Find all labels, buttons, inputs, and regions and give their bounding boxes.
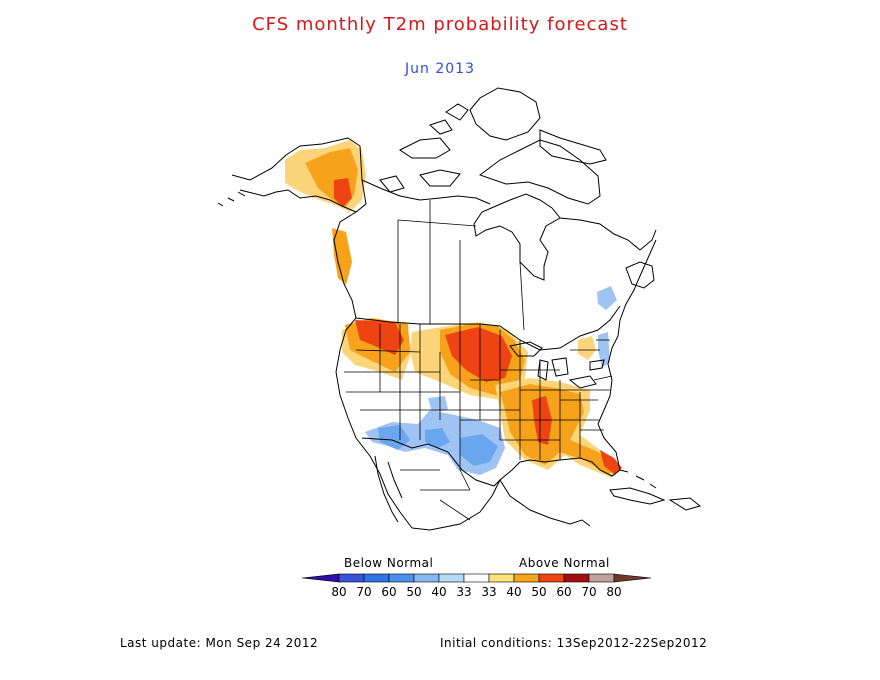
legend-tick-label: 50 [531,585,546,599]
hudson-bay [473,193,561,281]
legend-below-label: Below Normal [344,556,434,570]
state-line [439,499,471,521]
map-subtitle: Jun 2013 [405,61,475,77]
legend-tick-label: 80 [331,585,346,599]
legend-swatch [363,573,390,583]
legend-tick-label: 60 [381,585,396,599]
state-line [593,375,613,381]
state-province-boundaries [344,200,613,521]
legend-tick-label: 50 [406,585,421,599]
legend-swatch [438,573,465,583]
hispaniola [668,497,702,511]
tx-below-50 [460,434,498,466]
baja-coast [374,455,403,523]
legend-tick-label: 80 [606,585,621,599]
central-america [499,479,591,527]
legend-swatch [338,573,365,583]
greenland [539,129,607,165]
legend-tick-label: 70 [581,585,596,599]
cuba [609,487,666,505]
legend-swatch [613,573,652,583]
legend-tick-label: 40 [431,585,446,599]
legend-tick-label: 40 [506,585,521,599]
legend-swatch [463,573,490,583]
plains-above-60 [445,327,512,382]
us-mexico-border [361,437,501,487]
gulf-coast [519,423,621,477]
legend-swatch [488,573,515,583]
newfoundland [625,261,655,289]
state-line [355,349,421,353]
ne-coast-below-40 [598,332,610,368]
last-update-text: Last update: Mon Sep 24 2012 [120,636,319,650]
probability-map [217,87,702,531]
atlantic-coast [597,239,657,425]
arctic-coast [361,179,491,205]
bc-coast-above [332,228,352,285]
ellesmere-island [469,87,541,141]
legend-tick-label: 33 [481,585,496,599]
legend-colorbar: 80 70 60 50 40 33 33 40 50 60 70 80 [301,573,652,599]
legend-swatch [388,573,415,583]
arctic-islands [379,103,469,193]
baffin-island [478,139,601,205]
legend-swatch [588,573,615,583]
legend-tick-label: 60 [556,585,571,599]
legend-swatch [301,573,340,583]
initial-conditions-text: Initial conditions: 13Sep2012-22Sep2012 [440,636,708,650]
legend-tick-label: 70 [356,585,371,599]
legend-swatch [538,573,565,583]
fl-above-60 [600,450,622,474]
pacific-coast [333,211,413,529]
legend-swatch [513,573,540,583]
labrador-coast [559,217,657,251]
state-line [397,219,477,227]
alaska-coast [231,137,367,213]
map-title: CFS monthly T2m probability forecast [252,14,628,35]
nw-above-60 [355,320,404,355]
state-line [519,261,525,331]
nm-below-50 [425,428,450,448]
great-lakes [509,341,605,389]
legend-swatch [413,573,440,583]
co-below-40 [428,396,448,412]
bahamas [619,469,657,489]
mexico-coast [411,461,521,531]
state-line [459,469,471,491]
legend-tick-label: 33 [456,585,471,599]
alaska-above-60 [334,178,352,207]
aleutians [217,191,246,207]
legend-swatch [563,573,590,583]
coastlines-and-borders [217,87,702,531]
legend-above-label: Above Normal [519,556,610,570]
se-above-60 [532,396,552,445]
me-below-40 [597,286,617,310]
ne-above-40 [578,336,596,360]
probability-shading [285,140,622,478]
se-above-50 [500,384,618,474]
